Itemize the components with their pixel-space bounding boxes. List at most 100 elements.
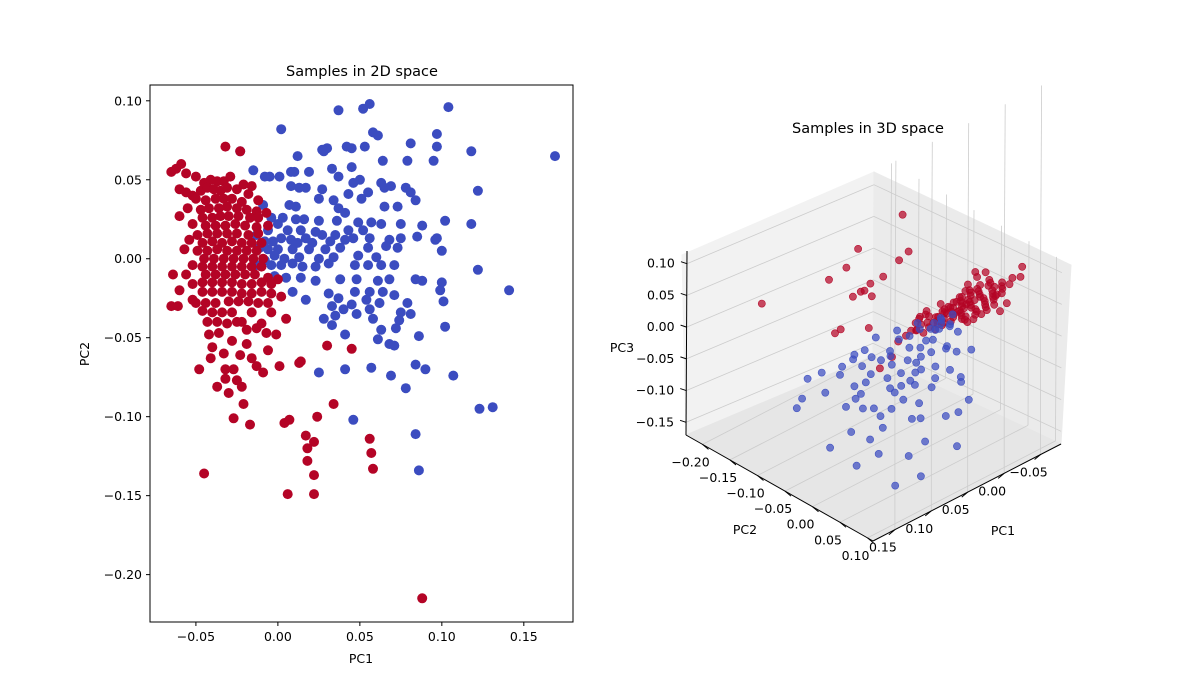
point-2d-red bbox=[218, 348, 229, 359]
point-3d-red bbox=[981, 268, 990, 277]
y-tick-mark bbox=[839, 521, 847, 528]
point-2d-red bbox=[266, 288, 277, 299]
point-2d-red bbox=[309, 470, 319, 481]
chart-2d-xlabel: PC1 bbox=[349, 651, 373, 666]
point-3d-red bbox=[825, 275, 833, 284]
point-2d-blue bbox=[436, 277, 447, 288]
point-2d-blue bbox=[376, 219, 387, 229]
point-3d-blue bbox=[895, 335, 903, 344]
point-2d-red bbox=[207, 261, 218, 272]
point-2d-red bbox=[213, 328, 224, 338]
point-2d-blue bbox=[358, 225, 369, 236]
chart-3d-xlabel: PC1 bbox=[991, 523, 1015, 538]
point-3d-blue bbox=[842, 402, 850, 411]
point-2d-red bbox=[215, 211, 226, 222]
z-tick-label: −0.15 bbox=[636, 414, 674, 429]
point-3d-blue bbox=[887, 404, 896, 413]
point-3d-blue bbox=[887, 360, 896, 369]
point-2d-red bbox=[236, 261, 247, 272]
point-3d-red bbox=[1016, 272, 1025, 281]
point-2d-red bbox=[210, 193, 221, 204]
point-2d-blue bbox=[487, 402, 498, 413]
point-2d-red bbox=[220, 269, 231, 280]
point-2d-blue bbox=[266, 260, 277, 271]
point-3d-blue bbox=[878, 423, 887, 432]
point-2d-red bbox=[197, 305, 208, 316]
x-tick-label: 0.05 bbox=[942, 502, 970, 517]
point-3d-blue bbox=[912, 358, 921, 367]
point-2d-blue bbox=[356, 193, 367, 204]
grid-line-y bbox=[757, 378, 946, 476]
point-3d-blue bbox=[851, 394, 860, 403]
point-2d-red bbox=[253, 195, 264, 206]
z-tick-mark bbox=[680, 356, 687, 360]
point-2d-blue bbox=[384, 274, 395, 285]
point-3d-blue bbox=[917, 472, 925, 481]
point-3d-blue bbox=[838, 362, 846, 371]
point-2d-blue bbox=[372, 130, 383, 141]
point-2d-red bbox=[217, 286, 228, 297]
point-2d-blue bbox=[386, 181, 396, 192]
point-2d-red bbox=[282, 489, 293, 500]
chart-2d-title: Samples in 2D space bbox=[286, 64, 438, 80]
point-3d-blue bbox=[871, 333, 880, 342]
point-2d-blue bbox=[248, 165, 259, 176]
point-3d-blue bbox=[911, 368, 920, 377]
point-2d-blue bbox=[331, 215, 342, 226]
point-3d-red bbox=[973, 273, 981, 281]
point-2d-red bbox=[256, 237, 267, 248]
point-2d-blue bbox=[376, 324, 387, 335]
point-2d-red bbox=[263, 345, 273, 356]
point-3d-blue bbox=[792, 404, 801, 413]
point-2d-blue bbox=[363, 242, 374, 253]
x-tick-mark bbox=[961, 491, 969, 498]
point-3d-red bbox=[866, 279, 875, 288]
point-3d-blue bbox=[858, 362, 866, 370]
point-2d-red bbox=[181, 269, 192, 280]
point-2d-blue bbox=[295, 272, 306, 283]
point-2d-blue bbox=[405, 309, 416, 319]
point-2d-red bbox=[245, 419, 255, 430]
chart-3d-axes: −0.050.000.050.100.15−0.20−0.15−0.10−0.0… bbox=[636, 250, 1062, 563]
point-2d-red bbox=[233, 211, 244, 222]
point-3d-blue bbox=[952, 347, 961, 356]
point-2d-blue bbox=[431, 141, 442, 152]
point-3d-red bbox=[831, 329, 839, 338]
point-2d-red bbox=[222, 245, 233, 256]
point-3d-blue bbox=[946, 320, 954, 328]
point-2d-blue bbox=[335, 274, 346, 285]
point-2d-blue bbox=[318, 313, 329, 324]
y-tick-label: −0.05 bbox=[104, 330, 142, 345]
point-2d-red bbox=[166, 166, 177, 177]
point-2d-red bbox=[204, 203, 214, 214]
point-2d-blue bbox=[472, 185, 483, 196]
point-2d-blue bbox=[343, 225, 354, 236]
z-tick-label: −0.10 bbox=[636, 383, 674, 398]
point-2d-blue bbox=[364, 304, 375, 315]
point-3d-red bbox=[1018, 262, 1027, 271]
point-3d-blue bbox=[886, 352, 895, 360]
point-2d-red bbox=[246, 307, 257, 318]
point-2d-blue bbox=[376, 260, 387, 271]
x-tick-mark bbox=[888, 529, 896, 536]
point-2d-blue bbox=[395, 307, 406, 318]
point-2d-red bbox=[222, 318, 233, 329]
point-3d-red bbox=[876, 364, 884, 373]
y-tick-label: −0.10 bbox=[726, 486, 764, 501]
point-3d-red bbox=[836, 325, 845, 334]
point-2d-blue bbox=[363, 260, 374, 271]
chart-2d-ticks: −0.05 0.00 0.05 0.10 0.15 0.10 0.05 0.00 −0.05 −0… bbox=[104, 93, 538, 644]
point-3d-blue bbox=[941, 412, 950, 420]
point-2d-blue bbox=[310, 226, 321, 237]
point-2d-red bbox=[190, 171, 201, 182]
y-tick-label: 0.10 bbox=[842, 548, 870, 563]
point-2d-blue bbox=[400, 383, 411, 394]
point-2d-blue bbox=[410, 359, 421, 370]
point-2d-red bbox=[200, 269, 211, 280]
y-tick-label: −0.15 bbox=[699, 470, 737, 485]
point-2d-blue bbox=[346, 299, 357, 310]
point-3d-blue bbox=[967, 345, 976, 354]
point-2d-red bbox=[346, 343, 357, 354]
z-tick-label: 0.00 bbox=[647, 319, 675, 334]
point-2d-blue bbox=[410, 195, 421, 206]
